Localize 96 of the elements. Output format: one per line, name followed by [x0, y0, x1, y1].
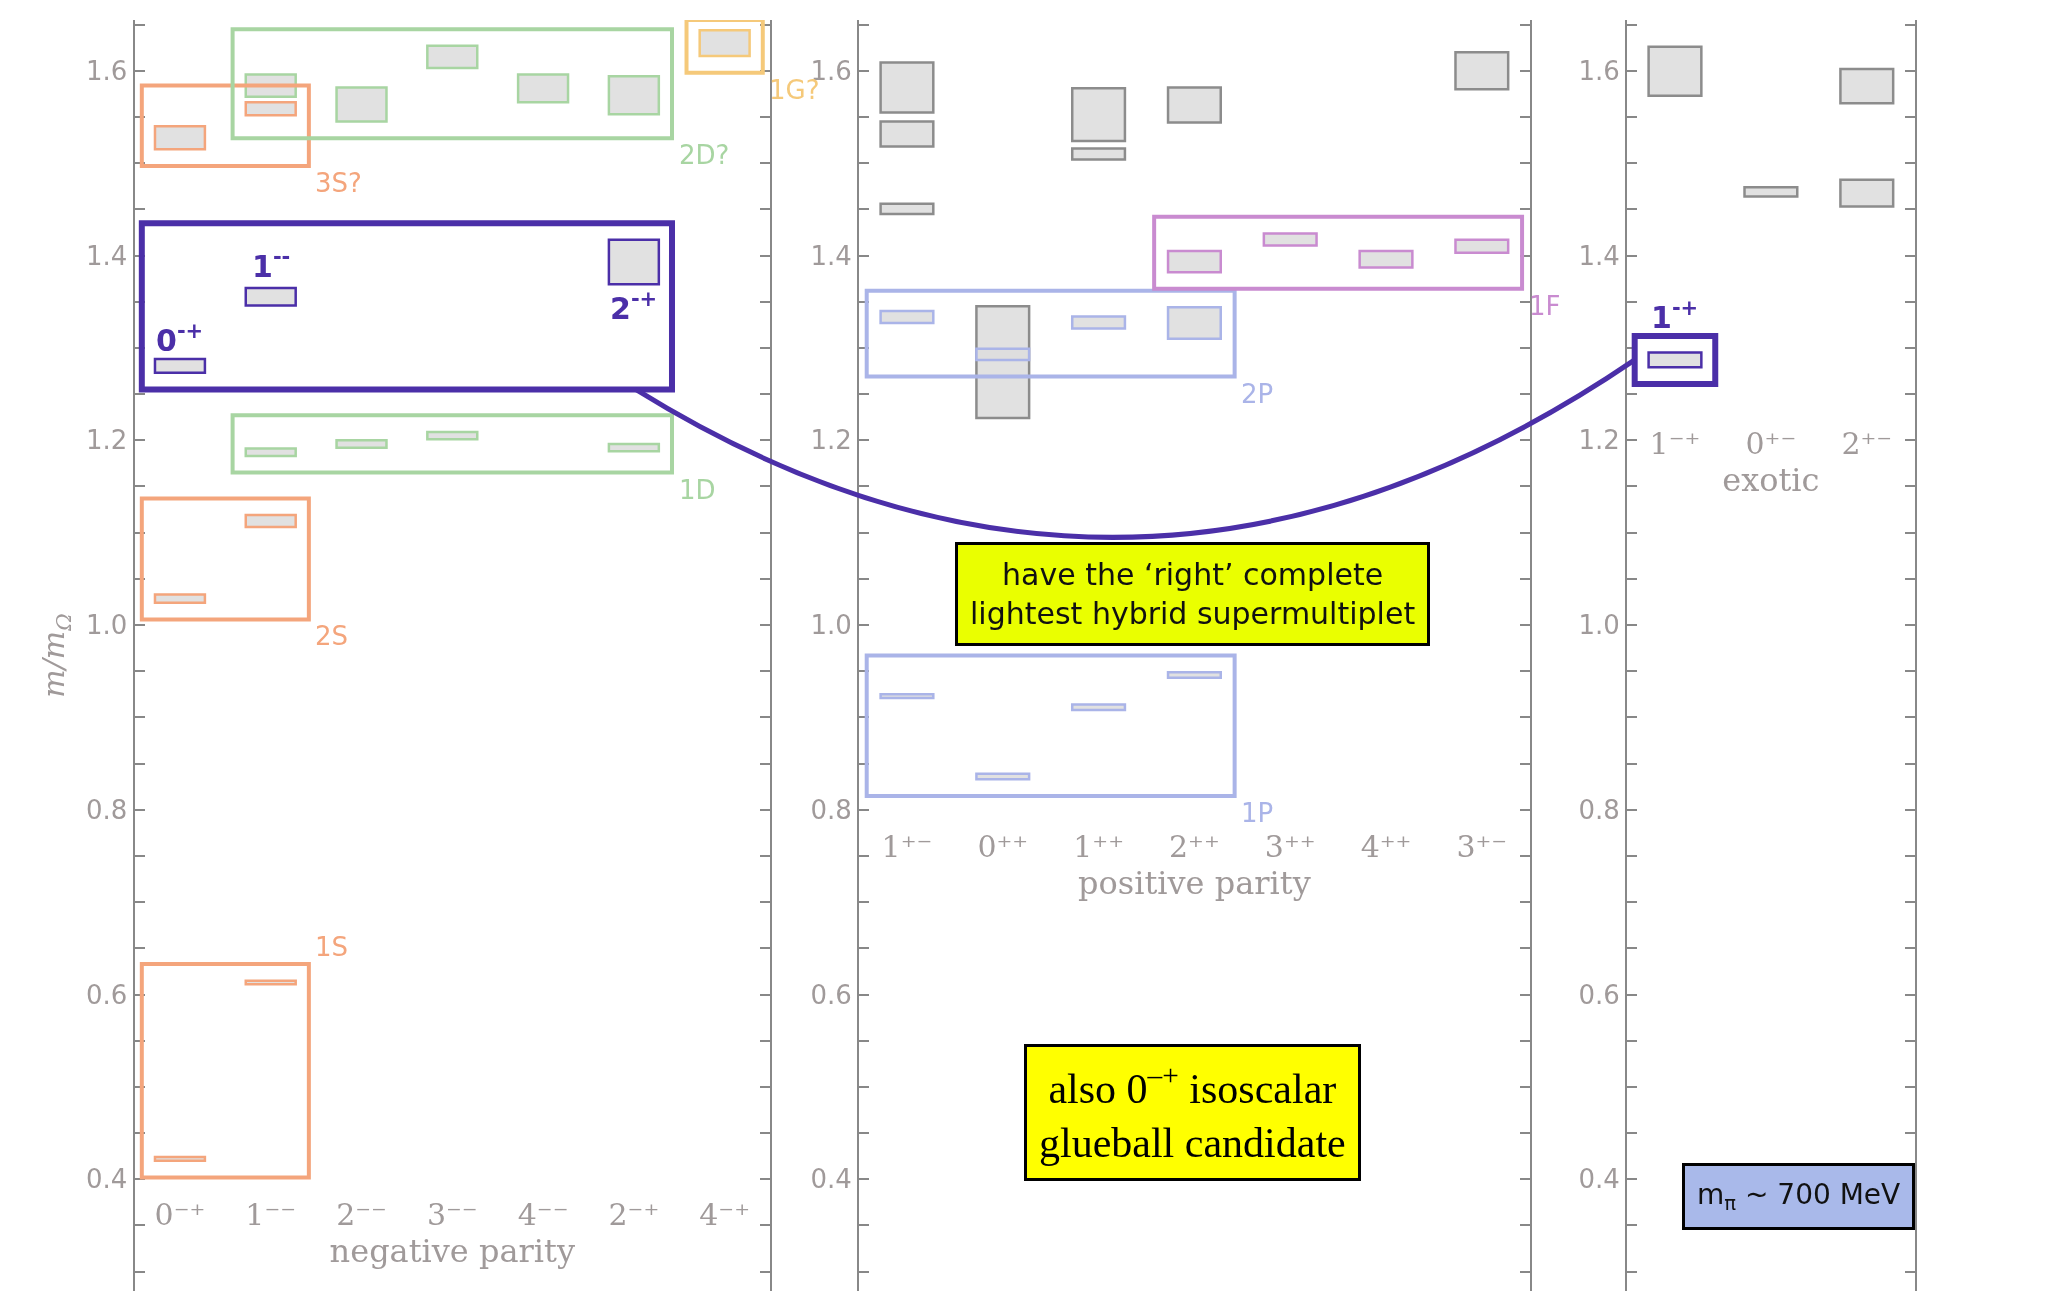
x-tick-label: 1⁺⁻	[881, 829, 933, 865]
y-tick-label: 1.4	[810, 240, 852, 271]
bar	[153, 124, 207, 151]
y-tick-label: 0.4	[1578, 1164, 1620, 1195]
x-tick-label: 1⁻⁺	[1649, 426, 1701, 462]
series-label: 1S	[315, 932, 349, 962]
bar	[1070, 703, 1127, 712]
bar	[1070, 87, 1127, 143]
bar	[698, 28, 751, 58]
x-tick-label: 0⁺⁻	[1745, 426, 1797, 462]
bar	[244, 286, 297, 307]
annotation: 1$^{--}$	[252, 245, 291, 284]
x-tick-label: 4⁺⁺	[1360, 829, 1412, 865]
y-tick-label: 0.6	[1578, 979, 1620, 1010]
bar	[1454, 238, 1510, 255]
annotation: m$_{π}$ ~ 700 MeV	[1697, 1178, 1901, 1215]
x-tick-label: 4⁻⁺	[699, 1197, 751, 1233]
bar	[244, 447, 297, 458]
bar	[879, 120, 935, 148]
series-label: 1F	[1529, 291, 1561, 321]
bar	[607, 442, 661, 453]
x-tick-label: 3⁺⁺	[1264, 829, 1316, 865]
y-tick-label: 0.4	[85, 1164, 128, 1195]
x-axis-title: exotic	[1722, 461, 1820, 500]
x-tick-label: 4⁻⁻	[517, 1197, 569, 1233]
bar	[426, 430, 479, 441]
bar	[516, 73, 570, 104]
x-tick-label: 2⁻⁻	[336, 1197, 387, 1233]
y-tick-label: 0.8	[810, 794, 852, 825]
x-tick-label: 0⁺⁺	[977, 829, 1029, 865]
bar	[1070, 147, 1127, 161]
bar	[335, 86, 388, 123]
bar	[879, 202, 935, 216]
y-tick-label: 1.2	[85, 425, 128, 456]
bar	[1166, 670, 1222, 679]
annotation: 1$^{-+}$	[1651, 296, 1699, 335]
bar	[879, 309, 935, 325]
y-tick-label: 0.8	[1578, 794, 1620, 825]
bar	[335, 439, 388, 449]
bar	[1358, 249, 1414, 269]
x-axis-title: negative parity	[329, 1232, 576, 1271]
x-tick-label: 0⁻⁺	[154, 1197, 206, 1233]
bar	[244, 100, 297, 117]
series-label: 2P	[1241, 379, 1274, 409]
x-tick-label: 1⁻⁻	[245, 1197, 297, 1233]
bar	[1070, 315, 1127, 330]
bar	[1166, 249, 1222, 274]
bar	[153, 357, 207, 375]
y-tick-label: 0.6	[810, 979, 852, 1010]
y-tick-label: 1.6	[1578, 55, 1620, 86]
bar	[879, 693, 935, 700]
x-tick-label: 1⁺⁺	[1073, 829, 1124, 865]
y-tick-label: 1.4	[1578, 240, 1620, 271]
bar	[244, 979, 297, 986]
bar	[244, 513, 297, 529]
text: 2S	[315, 621, 349, 651]
bar	[1647, 351, 1703, 369]
bar	[1743, 185, 1799, 198]
y-tick-label: 0.8	[85, 794, 128, 825]
bar	[1166, 306, 1222, 340]
y-tick-label: 0.6	[85, 979, 128, 1010]
x-axis-title: positive parity	[1078, 864, 1311, 903]
bar	[607, 75, 661, 116]
y-tick-label: 1.6	[85, 55, 128, 86]
bar	[1839, 178, 1895, 208]
annotation: also 0$^{–+}$ isoscalar glueball candidate	[1039, 1059, 1346, 1167]
bar	[1647, 45, 1703, 97]
y-tick-label: 1.0	[1578, 610, 1620, 641]
bar	[1454, 51, 1510, 91]
y-tick-label: 1.2	[1578, 425, 1620, 456]
bar	[1262, 232, 1318, 247]
bar	[879, 61, 935, 114]
annotation: 0$^{-+}$	[156, 319, 204, 358]
annotation: 2$^{-+}$	[610, 287, 658, 326]
annotation: have the ‘right’ complete lightest hybrid supermultiplet	[970, 557, 1416, 631]
x-tick-label: 2⁺⁻	[1841, 426, 1893, 462]
bar	[975, 772, 1031, 781]
bar	[1166, 86, 1222, 124]
y-tick-label: 1.0	[810, 610, 852, 641]
bar	[1839, 67, 1895, 105]
text: 1P	[1241, 798, 1274, 828]
x-tick-label: 2⁻⁺	[608, 1197, 660, 1233]
text: 3S?	[315, 168, 362, 198]
series-label: 1D	[679, 475, 716, 505]
y-tick-label: 1.4	[85, 240, 128, 271]
y-tick-label: 1.2	[810, 425, 852, 456]
bar	[153, 1155, 207, 1163]
x-tick-label: 3⁺⁻	[1456, 829, 1508, 865]
x-tick-label: 2⁺⁺	[1169, 829, 1220, 865]
series-label: 2D?	[679, 140, 730, 170]
y-tick-label: 1.0	[85, 610, 128, 641]
bar	[426, 44, 479, 70]
bar	[153, 593, 207, 605]
bar	[607, 238, 661, 286]
y-tick-label: 0.4	[810, 1164, 852, 1195]
x-tick-label: 3⁻⁻	[426, 1197, 478, 1233]
